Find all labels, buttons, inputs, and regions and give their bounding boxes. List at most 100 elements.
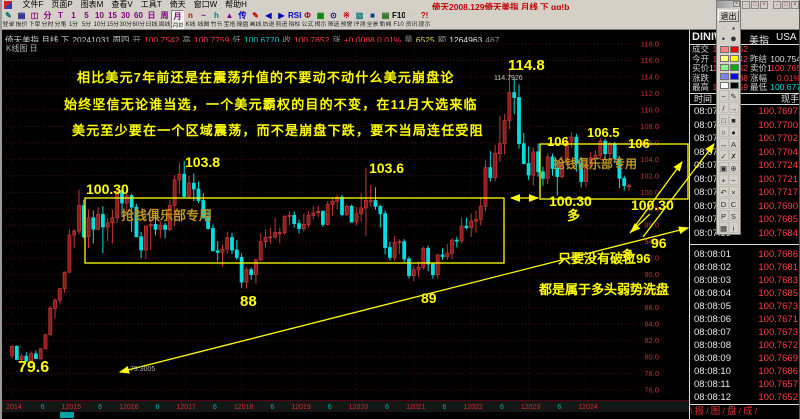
- color-swatch[interactable]: [719, 55, 729, 62]
- rect-tool-icon[interactable]: □: [718, 114, 729, 125]
- menu-item-7[interactable]: 帮助H: [225, 0, 247, 9]
- menu-item-5[interactable]: 倚天: [169, 0, 186, 9]
- panel-tab-图[interactable]: 图: [710, 406, 721, 417]
- line-width-option[interactable]: •: [721, 34, 726, 44]
- toolbar-button-60分[interactable]: 60 60分: [132, 10, 145, 29]
- restore-icon[interactable]: □: [751, 1, 759, 9]
- toolbar-button-评测[interactable]: ▨ 评测: [353, 10, 366, 29]
- toolbar-button-F10[interactable]: F10 F10: [392, 10, 405, 29]
- menu-item-6[interactable]: 窗口W: [193, 0, 218, 9]
- tick-time: 08:08:05: [694, 301, 731, 312]
- toolbar-button-30分[interactable]: 30 30分: [119, 10, 132, 29]
- menu-item-1[interactable]: 页面P: [51, 0, 73, 9]
- toolbar-button-月线[interactable]: 月月线: [171, 10, 184, 29]
- toolbar-button-新闻[interactable]: ▤ 新闻: [379, 10, 392, 29]
- 报价-icon: ▤: [17, 11, 26, 20]
- undo-tool-icon[interactable]: ↶: [718, 186, 729, 197]
- 1分-icon: 1: [71, 11, 76, 20]
- toolbar-button-操盘[interactable]: 传操盘: [236, 10, 249, 29]
- toolbar-button-10分[interactable]: 10 10分: [93, 10, 106, 29]
- toolbar-button-前进[interactable]: ▶ 前进: [275, 10, 288, 29]
- save-tool-icon[interactable]: S: [728, 210, 739, 221]
- toolbar-button-日线[interactable]: 日日线: [145, 10, 158, 29]
- line-width-option[interactable]: ●: [730, 33, 737, 45]
- minimize-icon[interactable]: -: [773, 1, 781, 9]
- tick-price: 100.7672: [758, 340, 798, 351]
- toolbar-button-资讯[interactable]: ◌ 资讯: [405, 10, 418, 29]
- line-tool-icon[interactable]: /: [718, 102, 729, 113]
- panel-tab-盘[interactable]: 盘: [726, 406, 737, 417]
- text-tool-icon[interactable]: A: [728, 138, 739, 149]
- minimize-icon[interactable]: -: [742, 1, 750, 9]
- line-width-option[interactable]: ▪: [732, 24, 735, 33]
- select-tool-icon[interactable]: ▣: [718, 162, 729, 173]
- panel-tab-报[interactable]: 报: [694, 406, 705, 417]
- exit-drawing-button[interactable]: 退出: [718, 10, 739, 22]
- filled-ellipse-tool-icon[interactable]: ●: [728, 126, 739, 137]
- info-tool-icon[interactable]: i: [728, 222, 739, 233]
- color-swatch[interactable]: [719, 73, 729, 80]
- arrow-tool-icon[interactable]: →: [728, 102, 739, 113]
- close-icon[interactable]: ×: [791, 1, 799, 9]
- image-tool-icon[interactable]: ▦: [718, 222, 729, 233]
- toolbar-button-5分[interactable]: 5 5分: [80, 10, 93, 29]
- color-swatch[interactable]: [719, 46, 729, 53]
- line-width-option[interactable]: ·: [722, 25, 725, 31]
- toolbar-button-线图[interactable]: ~ 线图: [197, 10, 210, 29]
- menu-item-4[interactable]: 工具T: [140, 0, 162, 9]
- toolbar-button-宝塔[interactable]: ▲ 宝塔: [223, 10, 236, 29]
- toolbar-button-下单[interactable]: ◫ 下单: [28, 10, 41, 29]
- color-swatch[interactable]: [729, 64, 739, 71]
- close-icon[interactable]: ×: [760, 1, 768, 9]
- freehand-tool-icon[interactable]: ~: [718, 90, 729, 101]
- color-swatch[interactable]: [719, 64, 729, 71]
- 周线-icon: 周: [160, 11, 169, 20]
- toolbar-button-后退[interactable]: ◀ 后退: [262, 10, 275, 29]
- delete-tool-icon[interactable]: ×: [728, 186, 739, 197]
- zoom-tool-icon[interactable]: ⊕: [728, 162, 739, 173]
- toolbar-button-提示[interactable]: ?! 提示: [418, 10, 431, 29]
- toolbar-button-竹节[interactable]: h 竹节: [210, 10, 223, 29]
- filled-rect-tool-icon[interactable]: ■: [728, 114, 739, 125]
- drawing-toolbar-titlebar[interactable]: ×: [717, 1, 740, 8]
- panel-tab-成[interactable]: 成: [743, 406, 753, 417]
- zoom-in-tool-icon[interactable]: +: [718, 174, 729, 185]
- toolbar-button-揭示[interactable]: ▦ 揭示: [314, 10, 327, 29]
- cancel-tool-icon[interactable]: ✗: [728, 150, 739, 161]
- pencil-tool-icon[interactable]: ✎: [728, 90, 739, 101]
- color-swatch[interactable]: [729, 46, 739, 53]
- toolbar-button-分时[interactable]: 分分时: [41, 10, 54, 29]
- toolbar-button-K线[interactable]: n K线: [184, 10, 197, 29]
- toolbar-button-报价[interactable]: ▤ 报价: [15, 10, 28, 29]
- color-swatch[interactable]: [729, 73, 739, 80]
- new-tool-icon[interactable]: D: [718, 198, 729, 209]
- color-swatch[interactable]: [729, 82, 739, 89]
- toolbar-button-全景[interactable]: ■ 全景: [366, 10, 379, 29]
- zoom-out-tool-icon[interactable]: −: [728, 174, 739, 185]
- toolbar-button-周线[interactable]: 周周线: [158, 10, 171, 29]
- toolbar-button-画线[interactable]: ✎ 画线: [249, 10, 262, 29]
- ellipse-tool-icon[interactable]: ○: [718, 126, 729, 137]
- menu-item-2[interactable]: 图表M: [80, 0, 104, 9]
- toolbar-button-指标[interactable]: RSI 指标: [288, 10, 301, 29]
- toolbar-button-预警[interactable]: ※ 预警: [340, 10, 353, 29]
- color-swatch[interactable]: [729, 55, 739, 62]
- close-icon[interactable]: ×: [733, 1, 740, 7]
- chart-area[interactable]: [2, 42, 689, 419]
- toolbar-button-公式[interactable]: Φ 公式: [301, 10, 314, 29]
- scrollbar-thumb[interactable]: [60, 412, 74, 418]
- menu-item-0[interactable]: 文件F: [22, 0, 44, 9]
- color-swatch[interactable]: [719, 82, 729, 89]
- toolbar-button-筛选[interactable]: ⊙ 筛选: [327, 10, 340, 29]
- toolbar-button-1分[interactable]: 1 1分: [67, 10, 80, 29]
- copy-tool-icon[interactable]: C: [728, 198, 739, 209]
- restore-icon[interactable]: □: [782, 1, 790, 9]
- toolbar-button-15分[interactable]: 15 15分: [106, 10, 119, 29]
- toolbar-button-登录[interactable]: ✎ 登录: [2, 10, 15, 29]
- print-tool-icon[interactable]: P: [718, 210, 729, 221]
- confirm-tool-icon[interactable]: ✓: [718, 150, 729, 161]
- toolbar-button-label: 画线: [249, 21, 262, 28]
- toolbar-button-分笔[interactable]: T 分笔: [54, 10, 67, 29]
- hline-tool-icon[interactable]: ↔: [718, 138, 729, 149]
- menu-item-3[interactable]: 查看V: [111, 0, 133, 9]
